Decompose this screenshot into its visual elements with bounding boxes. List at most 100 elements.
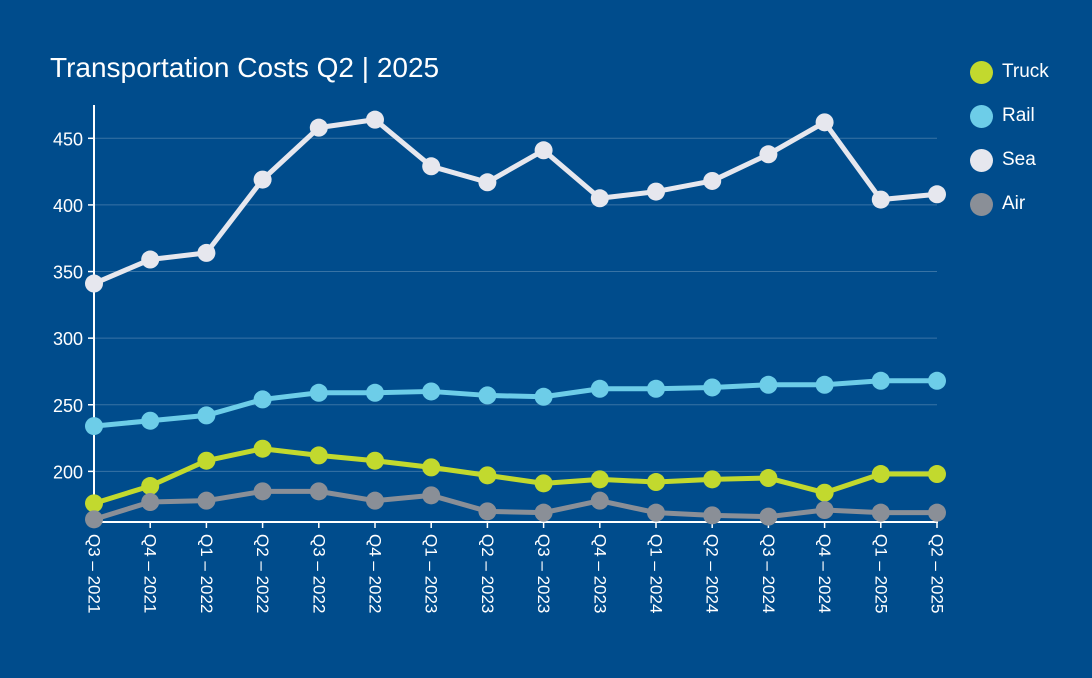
- point-air-q1-2022[interactable]: [197, 491, 216, 510]
- point-air-q4-2024[interactable]: [815, 501, 834, 520]
- point-rail-q1-2023[interactable]: [422, 382, 441, 401]
- point-truck-q2-2025[interactable]: [928, 465, 946, 484]
- series-rail: [85, 371, 946, 436]
- point-truck-q1-2025[interactable]: [871, 465, 890, 484]
- x-tick-label-q3-2023: Q3 – 2023: [534, 534, 553, 613]
- point-sea-q1-2023[interactable]: [422, 157, 441, 176]
- legend-label-sea: Sea: [1002, 149, 1036, 170]
- point-rail-q4-2024[interactable]: [815, 375, 834, 394]
- x-tick-label-q3-2024: Q3 – 2024: [759, 534, 778, 613]
- point-rail-q2-2024[interactable]: [703, 378, 722, 397]
- point-truck-q4-2022[interactable]: [366, 451, 384, 470]
- y-tick-label-350: 350: [53, 263, 83, 283]
- legend-swatch-air: [970, 192, 993, 216]
- point-rail-q2-2023[interactable]: [478, 386, 497, 405]
- legend-swatch-rail: [970, 104, 993, 128]
- point-sea-q1-2025[interactable]: [871, 190, 890, 209]
- grid-lines: [94, 137, 937, 472]
- legend-item-air[interactable]: Air: [970, 182, 1049, 226]
- series-truck: [85, 439, 946, 513]
- point-rail-q3-2022[interactable]: [309, 383, 328, 402]
- x-tick-label-q4-2022: Q4 – 2022: [366, 534, 385, 613]
- point-truck-q3-2022[interactable]: [309, 446, 328, 465]
- point-air-q4-2023[interactable]: [590, 491, 609, 510]
- point-rail-q4-2022[interactable]: [366, 383, 384, 402]
- point-air-q3-2022[interactable]: [309, 482, 328, 501]
- point-rail-q4-2023[interactable]: [590, 379, 609, 398]
- point-truck-q1-2024[interactable]: [647, 473, 665, 492]
- series-air: [85, 482, 946, 529]
- point-sea-q1-2024[interactable]: [647, 182, 665, 201]
- point-truck-q2-2024[interactable]: [703, 470, 722, 489]
- point-rail-q1-2025[interactable]: [871, 371, 890, 390]
- point-sea-q3-2023[interactable]: [534, 141, 553, 160]
- point-air-q3-2024[interactable]: [759, 507, 778, 526]
- point-truck-q4-2024[interactable]: [815, 483, 834, 502]
- y-tick-label-300: 300: [53, 329, 83, 349]
- point-air-q2-2022[interactable]: [253, 482, 272, 501]
- axes: [93, 105, 938, 523]
- x-tick-label-q1-2024: Q1 – 2024: [647, 534, 666, 613]
- x-tick-labels: Q3 – 2021 Q4 – 2021 Q1 – 2022 Q2 – 2022 Q3 –…: [85, 522, 947, 613]
- point-rail-q4-2021[interactable]: [141, 411, 160, 430]
- point-rail-q3-2021[interactable]: [85, 417, 103, 436]
- point-air-q4-2022[interactable]: [366, 491, 384, 510]
- legend-label-rail: Rail: [1002, 105, 1035, 126]
- series-line-sea: [91, 117, 940, 287]
- x-tick-label-q3-2022: Q3 – 2022: [309, 534, 328, 613]
- point-truck-q3-2021[interactable]: [85, 494, 103, 513]
- x-tick-label-q4-2021: Q4 – 2021: [141, 534, 160, 613]
- point-truck-q4-2023[interactable]: [590, 470, 609, 489]
- point-air-q2-2024[interactable]: [703, 506, 722, 525]
- point-air-q2-2025[interactable]: [928, 503, 946, 522]
- series-line-rail: [91, 378, 940, 429]
- point-air-q3-2023[interactable]: [534, 503, 553, 522]
- point-sea-q4-2021[interactable]: [141, 250, 160, 269]
- point-truck-q2-2023[interactable]: [478, 466, 497, 485]
- point-truck-q2-2022[interactable]: [253, 439, 272, 458]
- point-sea-q3-2024[interactable]: [759, 145, 778, 164]
- x-tick-label-q4-2023: Q4 – 2023: [590, 534, 609, 613]
- point-truck-q3-2023[interactable]: [534, 474, 553, 493]
- point-air-q1-2025[interactable]: [871, 503, 890, 522]
- point-sea-q3-2022[interactable]: [309, 118, 328, 137]
- series-line-air: [91, 488, 940, 522]
- point-sea-q4-2022[interactable]: [366, 110, 384, 129]
- point-sea-q2-2025[interactable]: [928, 185, 946, 204]
- y-tick-label-400: 400: [53, 196, 83, 216]
- point-rail-q3-2024[interactable]: [759, 375, 778, 394]
- legend-swatch-sea: [970, 148, 993, 172]
- point-air-q4-2021[interactable]: [141, 493, 160, 512]
- point-air-q1-2024[interactable]: [647, 503, 665, 522]
- x-tick-label-q3-2021: Q3 – 2021: [85, 534, 104, 613]
- x-tick-label-q2-2022: Q2 – 2022: [253, 534, 272, 613]
- point-truck-q1-2023[interactable]: [422, 458, 441, 477]
- point-sea-q2-2023[interactable]: [478, 173, 497, 192]
- point-truck-q1-2022[interactable]: [197, 451, 216, 470]
- point-sea-q4-2023[interactable]: [590, 189, 609, 208]
- point-sea-q4-2024[interactable]: [815, 113, 834, 132]
- legend-item-truck[interactable]: Truck: [970, 50, 1049, 94]
- legend-swatch-truck: [970, 60, 993, 84]
- point-truck-q4-2021[interactable]: [141, 477, 160, 496]
- y-tick-labels: 200 250 300 350 400 450: [53, 129, 94, 482]
- point-sea-q2-2022[interactable]: [253, 170, 272, 189]
- point-air-q1-2023[interactable]: [422, 486, 441, 505]
- y-tick-label-250: 250: [53, 396, 83, 416]
- point-rail-q2-2022[interactable]: [253, 390, 272, 409]
- point-air-q2-2023[interactable]: [478, 502, 497, 521]
- point-truck-q3-2024[interactable]: [759, 469, 778, 488]
- point-sea-q3-2021[interactable]: [85, 274, 103, 293]
- point-rail-q1-2024[interactable]: [647, 379, 665, 398]
- point-rail-q2-2025[interactable]: [928, 371, 946, 390]
- point-air-q3-2021[interactable]: [85, 510, 103, 529]
- legend-item-rail[interactable]: Rail: [970, 94, 1049, 138]
- point-rail-q1-2022[interactable]: [197, 406, 216, 425]
- x-tick-label-q2-2025: Q2 – 2025: [928, 534, 947, 613]
- x-tick-label-q1-2022: Q1 – 2022: [197, 534, 216, 613]
- point-rail-q3-2023[interactable]: [534, 387, 553, 406]
- point-sea-q1-2022[interactable]: [197, 243, 216, 262]
- point-sea-q2-2024[interactable]: [703, 171, 722, 190]
- legend-item-sea[interactable]: Sea: [970, 138, 1049, 182]
